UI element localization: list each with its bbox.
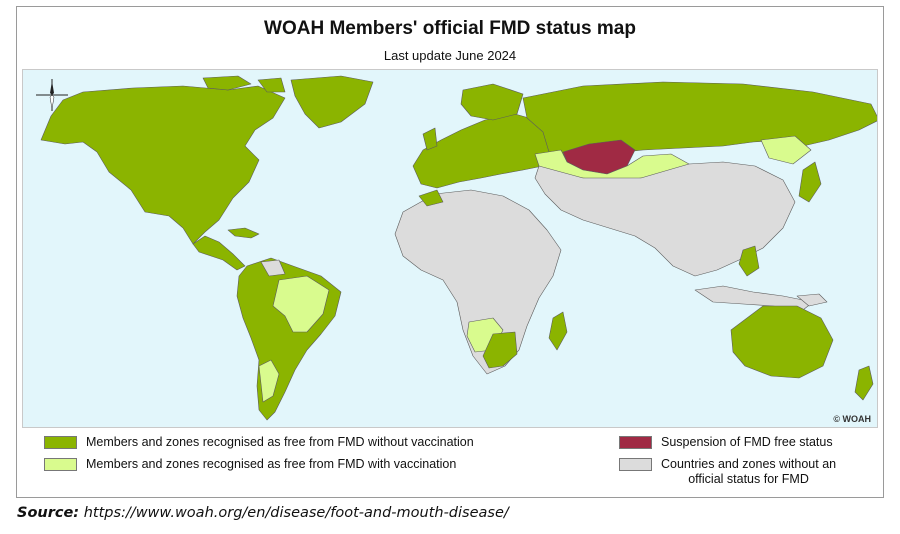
asia-no-status — [534, 161, 796, 277]
indonesia-no-status — [694, 285, 814, 311]
brazil-vaccination-zone — [272, 275, 330, 333]
legend-swatch-no-status — [619, 458, 652, 471]
legend-swatch-free-without-vaccination — [44, 436, 77, 449]
source-prefix: Source: — [17, 505, 80, 521]
venezuela-no-status — [260, 259, 286, 277]
world-map-svg — [40, 75, 877, 421]
central-america-region — [192, 235, 246, 271]
south-africa-free — [482, 331, 518, 369]
caribbean-region — [227, 227, 260, 239]
canada-islands — [202, 75, 286, 93]
australia-region — [730, 305, 834, 379]
legend-swatch-free-with-vaccination — [44, 458, 77, 471]
russia-region — [522, 81, 877, 159]
map-figure: WOAH Members' official FMD status map La… — [16, 6, 884, 498]
philippines-region — [738, 245, 760, 277]
map-title: WOAH Members' official FMD status map — [264, 18, 636, 39]
legend-swatch-suspension — [619, 436, 652, 449]
south-america-vaccination-south — [258, 359, 280, 403]
legend-label-free-without-vaccination: Members and zones recognised as free fro… — [86, 435, 474, 449]
source-note: Source: https://www.woah.org/en/disease/… — [17, 505, 509, 521]
scandinavia-region — [460, 83, 524, 121]
japan-region — [798, 161, 822, 203]
legend-item-free-without-vaccination: Members and zones recognised as free fro… — [44, 435, 474, 450]
legend-label-no-status: Countries and zones without an official … — [661, 457, 836, 487]
world-map: © WOAH — [22, 69, 878, 428]
north-america-region — [40, 85, 286, 245]
legend-item-suspension: Suspension of FMD free status — [619, 435, 833, 450]
legend-label-no-status-line2: official status for FMD — [688, 472, 809, 486]
north-africa-free — [418, 189, 444, 207]
legend-item-free-with-vaccination: Members and zones recognised as free fro… — [44, 457, 456, 472]
greenland-region — [290, 75, 374, 129]
africa-no-status — [394, 189, 562, 375]
legend-item-no-status: Countries and zones without an official … — [619, 457, 836, 487]
legend-label-free-with-vaccination: Members and zones recognised as free fro… — [86, 457, 457, 471]
copyright-label: © WOAH — [833, 414, 871, 424]
legend-label-no-status-line1: Countries and zones without an — [661, 457, 837, 471]
legend-label-suspension: Suspension of FMD free status — [661, 435, 833, 449]
source-url[interactable]: https://www.woah.org/en/disease/foot-and… — [79, 505, 509, 521]
east-russia-vaccination — [760, 135, 812, 165]
madagascar-region — [548, 311, 568, 351]
map-subtitle: Last update June 2024 — [383, 48, 517, 63]
new-zealand-region — [854, 365, 874, 401]
uk-region — [422, 127, 438, 151]
png-region — [796, 293, 828, 307]
